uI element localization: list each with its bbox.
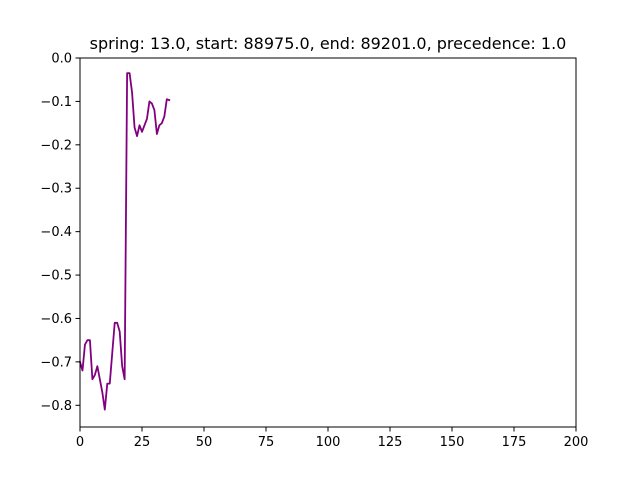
x-tick-label: 125	[378, 435, 403, 450]
series-line	[78, 72, 171, 411]
x-tick-label: 0	[76, 435, 84, 450]
chart-title: spring: 13.0, start: 88975.0, end: 89201…	[90, 34, 567, 53]
y-tick-label: −0.4	[40, 225, 72, 240]
x-tick-label: 100	[316, 435, 341, 450]
x-axis: 0 25 50 75 100 125 150 175 200	[76, 427, 589, 450]
y-tick-label: −0.3	[40, 182, 72, 197]
y-tick-label: −0.8	[40, 399, 72, 414]
y-axis: 0.0 −0.1 −0.2 −0.3 −0.4 −0.5 −0.6 −0.7 −0.8	[40, 52, 80, 414]
x-tick-label: 50	[196, 435, 213, 450]
y-tick-label: −0.7	[40, 355, 72, 370]
plot-frame	[79, 57, 577, 428]
x-tick-label: 200	[564, 435, 589, 450]
x-tick-label: 150	[440, 435, 465, 450]
y-tick-label: −0.2	[40, 138, 72, 153]
y-tick-label: 0.0	[51, 52, 72, 67]
y-tick-label: −0.6	[40, 312, 72, 327]
y-tick-label: −0.1	[40, 95, 72, 110]
x-tick-label: 25	[134, 435, 151, 450]
x-tick-label: 75	[258, 435, 275, 450]
plot-area	[78, 72, 171, 411]
y-tick-label: −0.5	[40, 269, 72, 284]
x-tick-label: 175	[502, 435, 527, 450]
